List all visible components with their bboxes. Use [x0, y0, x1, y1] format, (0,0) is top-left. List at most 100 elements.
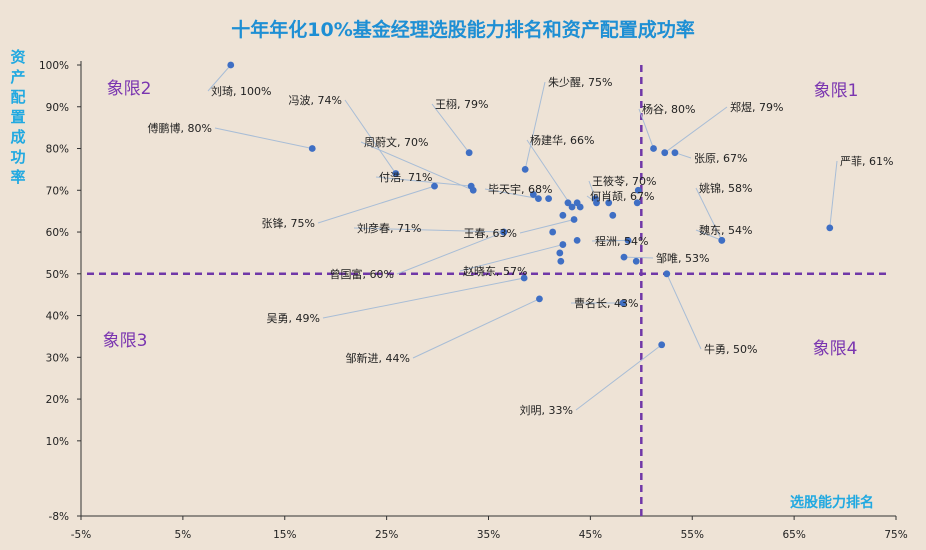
- y-tick-label: 100%: [39, 60, 69, 72]
- data-point: [520, 274, 528, 282]
- data-point: [521, 165, 529, 173]
- point-label: 周蔚文, 70%: [364, 135, 428, 149]
- y-tick-label: 20%: [46, 394, 69, 406]
- leader-line: [526, 139, 573, 208]
- data-point: [573, 236, 581, 244]
- leader-line: [412, 298, 540, 359]
- leader-line: [207, 64, 232, 92]
- point-label: 曹名长, 43%: [574, 296, 638, 310]
- data-point: [658, 341, 666, 349]
- leader-line: [344, 99, 397, 174]
- x-tick-label: 45%: [579, 529, 602, 541]
- x-tick-label: 5%: [175, 529, 192, 541]
- point-label: 程洲, 54%: [595, 235, 648, 248]
- point-label: 杨建华, 66%: [530, 133, 594, 147]
- data-point: [536, 295, 543, 303]
- y-tick-label: 10%: [46, 436, 69, 448]
- point-label: 何肖颉, 67%: [590, 189, 654, 203]
- data-point: [632, 257, 640, 265]
- quadrant-label: 象限2: [107, 79, 152, 99]
- leader-line: [360, 141, 474, 191]
- point-label: 刘彦春, 71%: [357, 221, 421, 235]
- data-point: [661, 149, 669, 157]
- leader-line: [666, 273, 702, 350]
- quadrant-label: 象限1: [814, 81, 859, 101]
- point-label: 王栩, 79%: [435, 97, 488, 111]
- point-label: 牛勇, 50%: [704, 342, 757, 356]
- point-labels: 刘琦, 100% 傅鹏博, 80% 冯波, 74% 张锋, 75% 付浩, 71% 周蔚文…: [148, 76, 894, 417]
- data-point: [227, 61, 235, 69]
- data-point: [826, 224, 834, 232]
- data-point: [619, 299, 627, 307]
- axes: -8% 10% 20% 30% 40% 50% 60% 70% 80% 90% 100% -5% 5% 1…: [39, 60, 908, 541]
- leader-line: [575, 344, 662, 411]
- y-tick-label: 60%: [46, 227, 69, 239]
- label-leader-lines: [207, 64, 838, 411]
- quadrant-labels: 象限1 象限2 象限3 象限4: [103, 79, 859, 359]
- point-label: 杨谷, 80%: [642, 102, 695, 116]
- point-label: 王春, 63%: [464, 227, 517, 240]
- y-tick-label: 30%: [46, 352, 69, 364]
- data-point: [634, 186, 642, 194]
- point-label: 朱少醒, 75%: [548, 76, 612, 89]
- leader-line: [214, 127, 313, 150]
- leader-line: [695, 229, 722, 241]
- point-label: 邹唯, 53%: [656, 252, 709, 265]
- data-point: [609, 211, 617, 219]
- leader-line: [396, 231, 504, 275]
- data-point: [465, 149, 473, 157]
- data-point: [576, 203, 584, 211]
- y-tick-label: 40%: [46, 311, 69, 323]
- point-label: 吴勇, 49%: [267, 312, 320, 325]
- x-tick-label: 25%: [375, 529, 398, 541]
- point-label: 傅鹏博, 80%: [148, 121, 212, 135]
- x-tick-label: 75%: [884, 529, 907, 541]
- chart-title: 十年年化10%基金经理选股能力排名和资产配置成功率: [231, 18, 694, 41]
- leader-line: [431, 103, 470, 153]
- data-point: [545, 195, 553, 203]
- leader-line: [829, 160, 838, 228]
- data-point: [529, 191, 537, 198]
- data-point: [564, 199, 572, 207]
- leader-line: [638, 108, 655, 149]
- leader-line: [664, 106, 728, 154]
- point-label: 王筱苓, 70%: [592, 174, 656, 188]
- data-point: [431, 182, 438, 190]
- leader-line: [484, 188, 539, 200]
- data-point: [718, 236, 726, 244]
- data-point: [549, 228, 557, 236]
- y-tick-label: 90%: [46, 102, 69, 114]
- data-point: [605, 199, 613, 207]
- point-label: 付浩, 71%: [379, 171, 432, 184]
- point-label: 邹新进, 44%: [346, 351, 410, 365]
- point-label: 郑煜, 79%: [730, 100, 783, 114]
- leader-line: [519, 219, 575, 234]
- point-label: 刘明, 33%: [520, 404, 573, 417]
- data-point: [620, 253, 628, 261]
- data-point: [593, 199, 600, 207]
- data-point: [671, 149, 679, 157]
- point-label: 张原, 67%: [694, 152, 747, 165]
- x-tick-label: 55%: [681, 529, 704, 541]
- leader-line: [623, 256, 654, 259]
- leader-line: [375, 176, 472, 187]
- data-point: [559, 241, 567, 248]
- data-point: [559, 211, 567, 219]
- x-tick-label: -5%: [71, 529, 91, 541]
- x-tick-label: 65%: [782, 529, 805, 541]
- data-point: [469, 186, 477, 194]
- leader-line: [322, 277, 525, 319]
- point-label: 赵晓东, 57%: [463, 264, 527, 278]
- x-tick-label: 15%: [273, 529, 296, 541]
- quadrant-label: 象限3: [103, 331, 148, 351]
- y-axis-title: 资产配置成功率: [10, 48, 25, 186]
- y-tick-label: -8%: [49, 511, 69, 523]
- x-axis-title: 选股能力排名: [790, 494, 874, 511]
- data-point: [624, 236, 632, 244]
- quadrant-label: 象限4: [813, 339, 858, 359]
- data-point: [663, 270, 671, 278]
- data-point: [308, 145, 316, 152]
- point-label: 曾国富, 60%: [330, 267, 394, 281]
- data-point: [650, 145, 657, 152]
